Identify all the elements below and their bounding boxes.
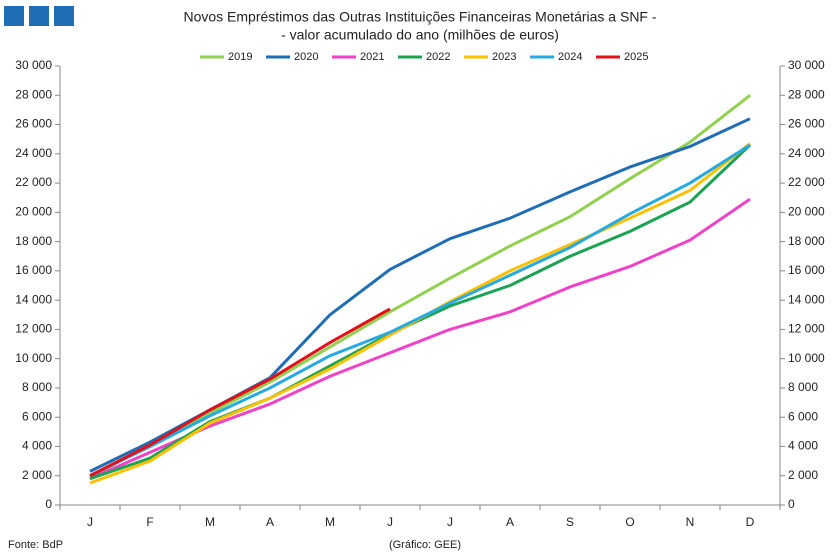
y2-tick-label: 26 000 (788, 117, 825, 131)
legend-label: 2025 (624, 51, 648, 63)
y2-tick-label: 22 000 (788, 175, 825, 189)
x-tick-label: M (325, 515, 335, 529)
chart-title: - valor acumulado do ano (milhões de eur… (281, 27, 559, 43)
x-tick-label: F (146, 515, 153, 529)
y-tick-label: 10 000 (15, 351, 52, 365)
y2-tick-label: 28 000 (788, 87, 825, 101)
y2-tick-label: 4 000 (788, 439, 818, 453)
x-tick-label: J (447, 515, 453, 529)
y2-tick-label: 6 000 (788, 409, 818, 423)
x-tick-label: S (566, 515, 574, 529)
y-tick-label: 8 000 (22, 380, 52, 394)
legend-label: 2024 (558, 51, 582, 63)
y2-tick-label: 14 000 (788, 292, 825, 306)
y2-tick-label: 0 (788, 497, 795, 511)
y-tick-label: 2 000 (22, 468, 52, 482)
y-tick-label: 0 (45, 497, 52, 511)
legend-label: 2023 (492, 51, 516, 63)
legend-label: 2019 (228, 51, 252, 63)
y-tick-label: 22 000 (15, 175, 52, 189)
y2-tick-label: 10 000 (788, 351, 825, 365)
credit: (Gráfico: GEE) (389, 539, 461, 551)
y2-tick-label: 12 000 (788, 322, 825, 336)
x-tick-label: J (87, 515, 93, 529)
y-tick-label: 20 000 (15, 205, 52, 219)
y-tick-label: 14 000 (15, 292, 52, 306)
series-line (89, 143, 751, 478)
series-line (89, 94, 751, 479)
y2-tick-label: 30 000 (788, 58, 825, 72)
x-tick-label: M (205, 515, 215, 529)
chart-title: Novos Empréstimos das Outras Instituiçõe… (183, 9, 656, 25)
x-tick-label: J (387, 515, 393, 529)
logo-square (54, 6, 74, 26)
y2-tick-label: 2 000 (788, 468, 818, 482)
x-tick-label: A (506, 515, 514, 529)
y-tick-label: 24 000 (15, 146, 52, 160)
logo-square (4, 6, 24, 26)
y-tick-label: 16 000 (15, 263, 52, 277)
y-tick-label: 6 000 (22, 409, 52, 423)
legend-label: 2021 (360, 51, 384, 63)
x-tick-label: N (686, 515, 695, 529)
x-tick-label: A (266, 515, 274, 529)
y2-tick-label: 24 000 (788, 146, 825, 160)
y-tick-label: 12 000 (15, 322, 52, 336)
y2-tick-label: 18 000 (788, 234, 825, 248)
y2-tick-label: 20 000 (788, 205, 825, 219)
y-tick-label: 18 000 (15, 234, 52, 248)
legend-label: 2020 (294, 51, 318, 63)
y-tick-label: 4 000 (22, 439, 52, 453)
x-tick-label: D (746, 515, 755, 529)
y-tick-label: 28 000 (15, 87, 52, 101)
source: Fonte: BdP (8, 539, 63, 551)
legend-label: 2022 (426, 51, 450, 63)
y2-tick-label: 16 000 (788, 263, 825, 277)
y-tick-label: 30 000 (15, 58, 52, 72)
y-tick-label: 26 000 (15, 117, 52, 131)
x-tick-label: O (625, 515, 634, 529)
series-line (89, 307, 391, 478)
logo-square (29, 6, 49, 26)
y2-tick-label: 8 000 (788, 380, 818, 394)
